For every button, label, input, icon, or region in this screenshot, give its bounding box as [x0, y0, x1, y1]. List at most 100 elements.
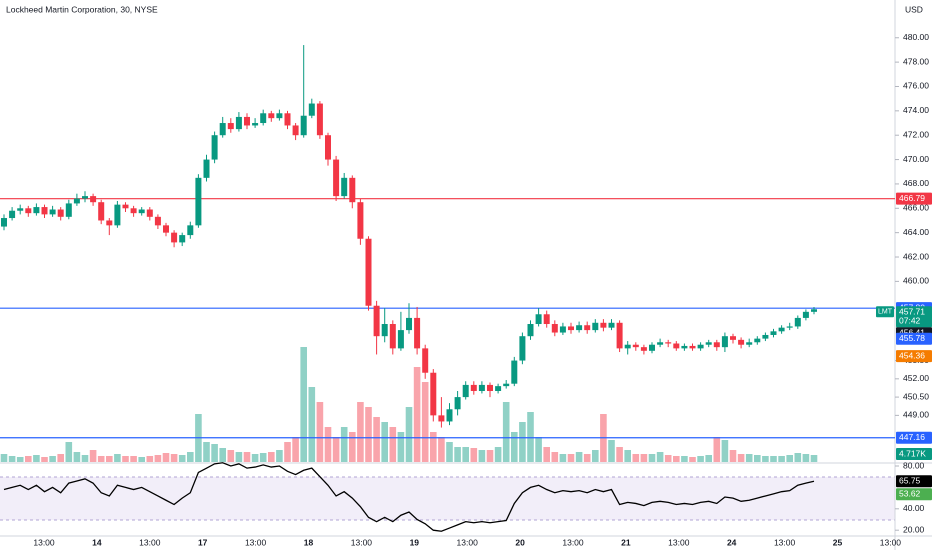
- volume-bar: [292, 437, 299, 462]
- candle-body: [705, 342, 712, 345]
- candle-body: [397, 330, 404, 349]
- candle-body: [657, 342, 664, 345]
- candle-body: [811, 309, 817, 312]
- candle-body: [616, 322, 623, 349]
- volume-bar: [640, 454, 648, 462]
- x-tick-label: 13:00: [139, 537, 161, 547]
- volume-bar: [470, 448, 478, 462]
- candle-body: [219, 123, 226, 136]
- y-tick-label: 464.00: [903, 227, 929, 237]
- candle-body: [600, 322, 607, 328]
- y-tick-label: 462.00: [903, 251, 929, 261]
- candle-body: [713, 342, 720, 348]
- volume-bar: [251, 454, 259, 462]
- rsi-label: 53.62: [899, 488, 921, 498]
- candle-body: [163, 225, 169, 233]
- candle-body: [211, 135, 218, 160]
- y-tick-label: 449.00: [903, 410, 929, 420]
- volume-bar: [187, 452, 194, 462]
- candle-body: [487, 384, 493, 392]
- candle-body: [41, 207, 48, 215]
- volume-bar: [770, 456, 777, 462]
- volume-bar: [381, 422, 388, 462]
- volume-bar: [664, 455, 672, 462]
- x-tick-label: 25: [833, 537, 843, 547]
- x-tick-label: 13:00: [774, 537, 796, 547]
- candle-body: [98, 202, 105, 221]
- volume-bar: [357, 402, 364, 462]
- price-label: 455.78: [899, 333, 925, 343]
- volume-bar: [300, 347, 307, 462]
- volume-bar: [8, 456, 16, 462]
- volume-bar: [211, 444, 218, 462]
- volume-bar: [673, 456, 680, 462]
- candle-body: [9, 210, 16, 219]
- candle-body: [235, 116, 242, 130]
- volume-bar: [721, 440, 729, 462]
- volume-bar: [25, 456, 32, 462]
- volume-bar: [454, 447, 461, 462]
- candle-body: [503, 383, 510, 387]
- candle-body: [171, 232, 178, 243]
- candle-body: [778, 327, 785, 332]
- volume-bar: [462, 447, 469, 462]
- symbol-box: [876, 306, 894, 318]
- volume-bar: [527, 412, 534, 462]
- volume-bar: [340, 427, 348, 462]
- candle-body: [454, 397, 461, 410]
- rsi-tick-label: 20.00: [903, 524, 925, 534]
- volume-bar: [373, 417, 380, 462]
- candle-body: [1, 218, 7, 227]
- volume-bar: [729, 450, 737, 462]
- volume-bar: [705, 455, 712, 462]
- volume-bar: [324, 427, 332, 462]
- candle-body: [576, 325, 583, 331]
- candle-body: [665, 342, 672, 344]
- volume-bar: [559, 454, 567, 462]
- candle-body: [495, 386, 502, 392]
- volume-bar: [575, 452, 583, 462]
- volume-bar: [438, 437, 445, 462]
- candle-body: [308, 103, 315, 116]
- volume-bar: [413, 367, 421, 462]
- volume-bar: [421, 382, 429, 462]
- price-label-box: [896, 332, 932, 345]
- candle-body: [146, 209, 153, 217]
- volume-bar: [0, 454, 8, 462]
- volume-bar: [65, 442, 73, 462]
- candle-body: [276, 113, 283, 119]
- volume-bar: [308, 387, 316, 462]
- candle-body: [244, 116, 250, 126]
- volume-bar: [786, 455, 793, 462]
- volume-bar: [567, 454, 575, 462]
- volume-bar: [656, 452, 664, 462]
- volume-bar: [632, 454, 640, 462]
- candle-body: [325, 135, 331, 160]
- candle-body: [535, 314, 542, 325]
- candle-body: [260, 113, 267, 124]
- volume-bar: [745, 454, 753, 462]
- volume-bar: [57, 454, 64, 462]
- volume-bar: [235, 452, 243, 462]
- candle-body: [632, 344, 639, 348]
- rsi-line: [3, 462, 815, 532]
- candle-body: [754, 338, 761, 343]
- price-label-box: [896, 431, 932, 444]
- volume-bar: [778, 456, 785, 462]
- x-tick-label: 14: [92, 537, 102, 547]
- x-tick-label: 17: [198, 537, 208, 547]
- candle-body: [608, 322, 615, 328]
- candle-body: [543, 314, 550, 325]
- volume-bar: [41, 457, 48, 462]
- volume-bar: [616, 447, 623, 462]
- y-tick-label: 466.00: [903, 203, 929, 213]
- rsi-tick-label: 40.00: [903, 503, 925, 513]
- y-tick-label: 450.50: [903, 391, 929, 401]
- candle-body: [770, 331, 777, 335]
- x-tick-label: 19: [410, 537, 420, 547]
- candle-body: [624, 344, 631, 349]
- candle-body: [130, 208, 137, 214]
- volume-bar: [713, 437, 721, 462]
- y-tick-label: 478.00: [903, 56, 929, 66]
